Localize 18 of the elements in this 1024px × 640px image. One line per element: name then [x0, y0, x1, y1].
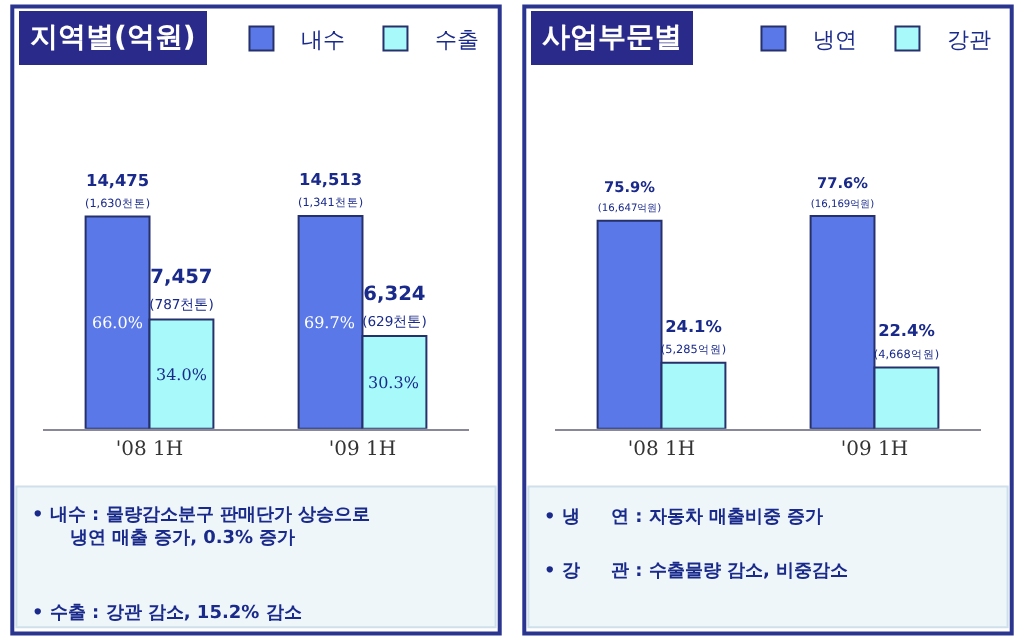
text: • 냉 연 : 자동차 매출비중 증가: [544, 506, 824, 528]
text: • 내수 : 물량감소분구 판매단가 상승으로 냉연 매출 증가, 0.3% 증가: [32, 506, 371, 550]
chart-title: 사업부문별: [542, 22, 682, 54]
legend-label: 수출: [435, 27, 480, 54]
legend-label: 강관: [947, 27, 992, 54]
annotation: 34.0%: [156, 366, 208, 384]
x-tick-label: '09 1H: [840, 438, 909, 461]
annotation: 30.3%: [368, 374, 420, 392]
x-tick-label: '09 1H: [328, 438, 397, 461]
legend-label: 내수: [301, 27, 346, 54]
text: • 수출 : 강관 감소, 15.2% 감소: [32, 602, 302, 624]
annotation: 69.7%: [304, 314, 356, 332]
x-tick-label: '08 1H: [627, 438, 696, 461]
chart-title: 지역별(억원): [30, 22, 196, 54]
legend-label: 냉연: [813, 27, 858, 54]
x-tick-label: '08 1H: [115, 438, 184, 461]
text: • 강 관 : 수출물량 감소, 비중감소: [544, 560, 849, 582]
annotation: 66.0%: [92, 314, 144, 332]
